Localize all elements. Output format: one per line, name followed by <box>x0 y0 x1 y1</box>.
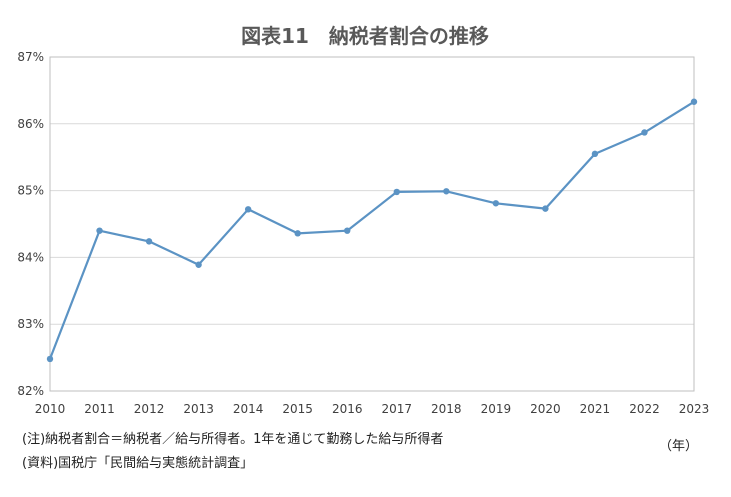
data-point <box>393 188 400 196</box>
data-point <box>690 98 698 105</box>
data-point <box>195 261 202 268</box>
x-tick-label: 2019 <box>481 402 512 416</box>
x-tick-label: 2011 <box>84 402 115 416</box>
plot-area-border <box>49 56 695 392</box>
x-tick-label: 2010 <box>35 402 66 416</box>
y-tick-label: 83% <box>17 317 44 331</box>
data-point <box>145 238 153 245</box>
footnote-source: (資料)国税庁「民間給与実態統計調査」 <box>22 456 254 471</box>
y-tick-label: 85% <box>17 184 44 198</box>
data-point <box>443 188 450 195</box>
data-point <box>96 227 103 234</box>
x-tick-label: 2020 <box>530 402 561 416</box>
y-axis-ticks: 82% 83% 84% 85% 86% 87% <box>17 50 44 398</box>
x-tick-label: 2016 <box>332 402 363 416</box>
chart-title: 図表11 納税者割合の推移 <box>241 24 489 48</box>
x-tick-label: 2013 <box>183 402 214 416</box>
y-tick-label: 82% <box>17 384 44 398</box>
footnote-note: (注)納税者割合＝納税者／給与所得者。1年を通じて勤務した給与所得者 <box>22 432 444 447</box>
x-axis-unit-label: （年） <box>658 439 698 454</box>
data-point <box>542 205 549 212</box>
data-point <box>344 227 351 234</box>
x-tick-label: 2018 <box>431 402 462 416</box>
y-tick-label: 84% <box>17 250 44 264</box>
data-points <box>46 98 698 363</box>
y-tick-label: 86% <box>17 117 44 131</box>
series-line <box>48 100 695 360</box>
y-tick-label: 87% <box>17 50 44 64</box>
x-tick-label: 2023 <box>679 402 710 416</box>
x-tick-label: 2015 <box>282 402 313 416</box>
x-tick-label: 2021 <box>580 402 611 416</box>
x-tick-label: 2012 <box>134 402 165 416</box>
x-tick-label: 2017 <box>381 402 412 416</box>
x-axis-ticks: 2010 2011 2012 2013 2014 2015 2016 2017 2018 2019… <box>35 402 710 416</box>
data-point <box>46 355 54 363</box>
data-point <box>591 150 599 158</box>
data-point <box>492 200 500 207</box>
gridlines <box>50 56 694 392</box>
data-point <box>244 206 252 213</box>
data-point <box>294 230 301 237</box>
x-tick-label: 2022 <box>629 402 660 416</box>
data-point <box>641 129 648 136</box>
x-tick-label: 2014 <box>233 402 264 416</box>
